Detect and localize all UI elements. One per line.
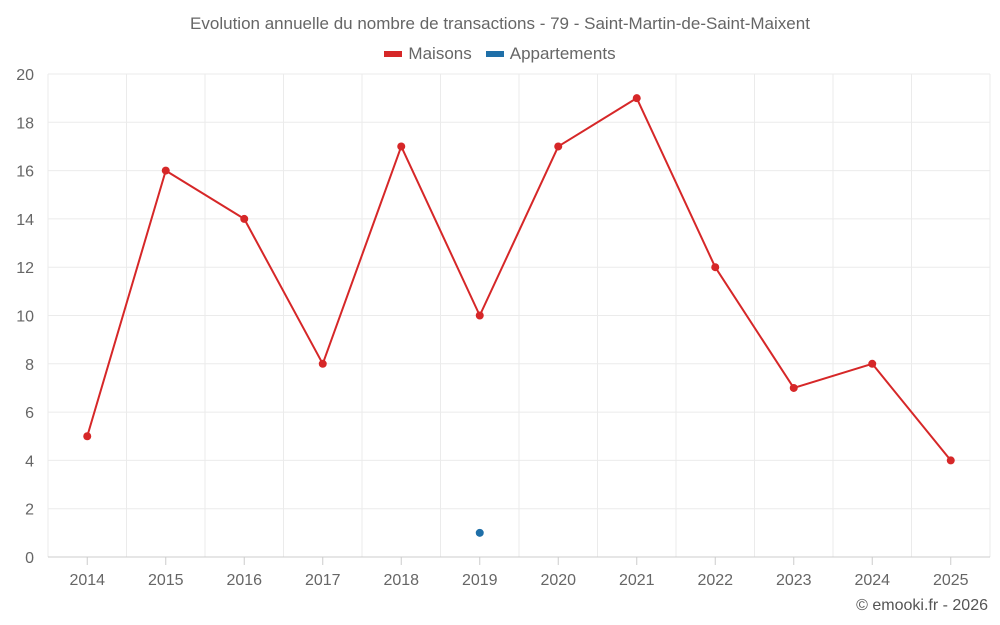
- x-tick-label: 2023: [776, 572, 812, 589]
- legend-item-maisons[interactable]: Maisons: [384, 44, 472, 64]
- x-tick-label: 2025: [933, 572, 969, 589]
- x-tick-label: 2017: [305, 572, 341, 589]
- y-tick-label: 8: [25, 357, 34, 374]
- data-point-maisons: [554, 142, 563, 151]
- y-tick-label: 6: [25, 405, 34, 422]
- y-tick-label: 4: [25, 453, 34, 470]
- data-point-maisons: [868, 359, 877, 368]
- y-tick-label: 20: [16, 67, 34, 84]
- y-tick-label: 18: [16, 115, 34, 132]
- x-tick-label: 2015: [148, 572, 184, 589]
- legend-swatch-appartements: [485, 51, 504, 57]
- chart-title: Evolution annuelle du nombre de transact…: [190, 14, 810, 33]
- y-tick-label: 14: [16, 212, 34, 229]
- data-point-appartements: [475, 528, 484, 537]
- data-point-maisons: [711, 263, 720, 272]
- data-point-maisons: [946, 456, 955, 465]
- y-tick-label: 12: [16, 260, 34, 277]
- x-tick-label: 2021: [619, 572, 655, 589]
- x-tick-label: 2024: [854, 572, 890, 589]
- legend: Maisons Appartements: [0, 44, 1000, 64]
- y-tick-label: 0: [25, 550, 34, 567]
- x-tick-label: 2016: [226, 572, 262, 589]
- x-tick-label: 2022: [697, 572, 733, 589]
- data-point-maisons: [789, 383, 798, 392]
- x-tick-label: 2014: [69, 572, 105, 589]
- data-point-maisons: [161, 166, 170, 175]
- legend-label-maisons: Maisons: [408, 44, 472, 63]
- data-point-maisons: [318, 359, 327, 368]
- y-tick-label: 16: [16, 164, 34, 181]
- data-point-maisons: [83, 432, 92, 441]
- data-point-maisons: [397, 142, 406, 151]
- legend-swatch-maisons: [384, 51, 403, 57]
- data-point-maisons: [475, 311, 484, 320]
- credit-text: © emooki.fr - 2026: [856, 597, 988, 614]
- series-line-maisons: [86, 97, 952, 462]
- data-point-maisons: [632, 94, 641, 103]
- y-tick-label: 10: [16, 309, 34, 326]
- data-point-maisons: [240, 214, 249, 223]
- legend-label-appartements: Appartements: [509, 44, 616, 63]
- x-tick-label: 2020: [540, 572, 576, 589]
- legend-item-appartements[interactable]: Appartements: [485, 44, 616, 64]
- x-tick-label: 2019: [462, 572, 498, 589]
- x-tick-label: 2018: [383, 572, 419, 589]
- y-tick-label: 2: [25, 502, 34, 519]
